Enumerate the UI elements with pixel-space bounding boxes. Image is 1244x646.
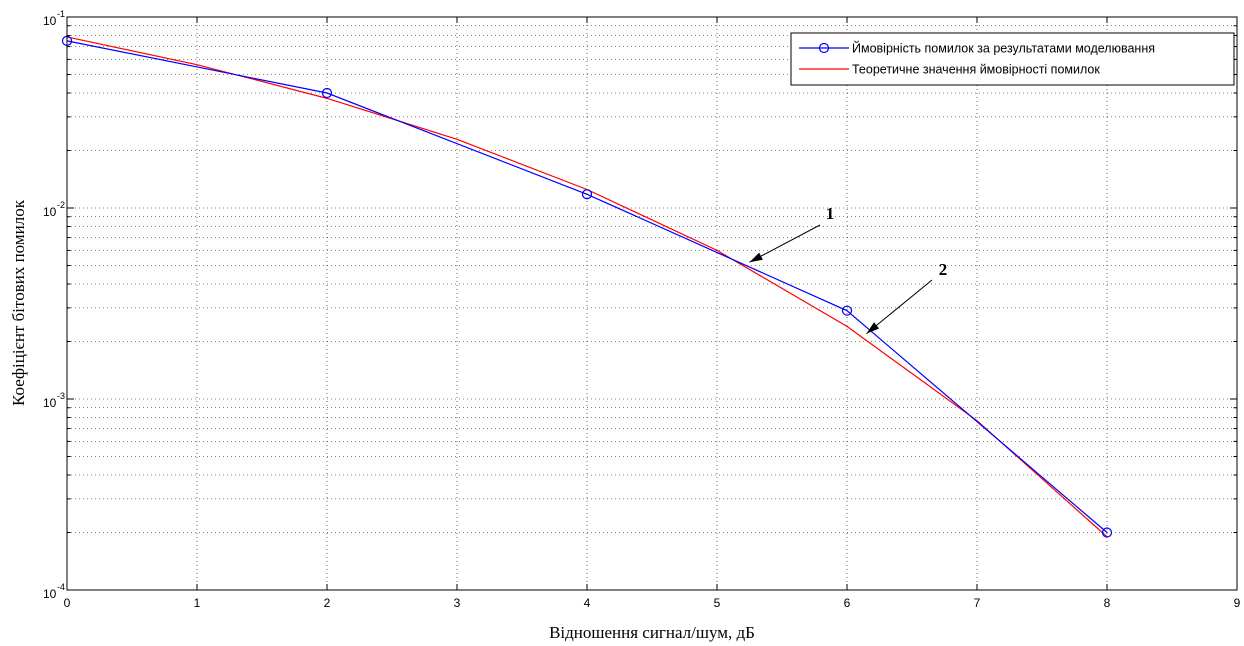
x-tick-label: 6 (844, 596, 851, 610)
annotations: 12 (749, 204, 948, 334)
legend: Ймовірність помилок за результатами моде… (790, 32, 1235, 86)
y-tick-label-exponent: -4 (57, 582, 65, 592)
x-tick-labels: 0 1 2 3 4 5 6 7 8 9 (64, 596, 1241, 610)
tick-marks (66, 17, 1238, 591)
x-tick-label: 1 (194, 596, 201, 610)
y-tick-labels: 10-110-210-310-4 (43, 9, 65, 601)
x-tick-label: 4 (584, 596, 591, 610)
y-tick-label-exponent: -2 (57, 200, 65, 210)
data-point-marker (1101, 527, 1113, 538)
plot-area (67, 17, 1237, 590)
x-tick-label: 7 (974, 596, 981, 610)
y-tick-label: 10 (43, 205, 57, 219)
y-axis-label: Коефіцієнт бітових помилок (9, 199, 28, 406)
x-axis-label: Відношення сигнал/шум, дБ (549, 623, 755, 642)
data-point-marker (581, 189, 593, 200)
annotation-label-1: 1 (826, 204, 835, 223)
annotation-arrowhead (866, 322, 880, 334)
legend-marker-1 (818, 42, 830, 54)
annotation-label-2: 2 (939, 260, 948, 279)
y-tick-label-exponent: -3 (57, 391, 65, 401)
series-layer (61, 35, 1113, 538)
grid (67, 17, 1237, 590)
x-tick-label: 9 (1234, 596, 1241, 610)
x-tick-label: 3 (454, 596, 461, 610)
series-line-1 (66, 40, 1108, 533)
legend-box (790, 32, 1235, 86)
annotation-arrowhead (749, 252, 763, 263)
y-tick-label-exponent: -1 (57, 9, 65, 19)
x-tick-label: 5 (714, 596, 721, 610)
x-tick-label: 2 (324, 596, 331, 610)
y-tick-label: 10 (43, 587, 57, 601)
data-point-marker (321, 87, 333, 99)
legend-label-1: Ймовірність помилок за результатами моде… (852, 41, 1155, 56)
annotation-arrow-line (866, 279, 933, 334)
y-tick-label: 10 (43, 396, 57, 410)
legend-label-2: Теоретичне значення ймовірності помилок (852, 63, 1100, 77)
annotation-arrow-line (749, 224, 821, 263)
data-point-marker (841, 305, 853, 316)
x-tick-label: 0 (64, 596, 71, 610)
plot-frame (66, 16, 1238, 591)
x-tick-label: 8 (1104, 596, 1111, 610)
y-tick-label: 10 (43, 14, 57, 28)
